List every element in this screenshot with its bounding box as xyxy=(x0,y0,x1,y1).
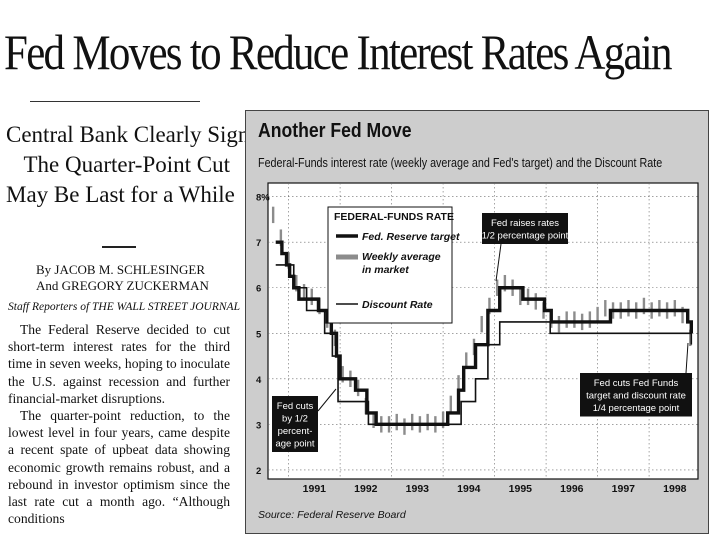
byline-author: And GREGORY ZUCKERMAN xyxy=(36,278,209,293)
article-byline: By JACOB M. SCHLESINGER And GREGORY ZUCK… xyxy=(36,262,236,294)
annotation-leader xyxy=(317,388,337,412)
chart-subtitle: Federal-Funds interest rate (weekly aver… xyxy=(258,156,663,170)
annotation-text: Fed cuts Fed Funds xyxy=(594,378,679,389)
legend-title: FEDERAL-FUNDS RATE xyxy=(334,211,454,223)
article-paragraph: The quarter-point reduction, to the lowe… xyxy=(8,408,230,527)
staff-line: Staff Reporters of THE WALL STREET JOURN… xyxy=(8,301,240,313)
weekly-average-bar xyxy=(441,411,445,428)
weekly-average-bar xyxy=(410,413,414,431)
annotation-text: age point xyxy=(275,439,314,450)
weekly-average-bar xyxy=(403,418,406,435)
weekly-average-bar xyxy=(287,252,290,269)
chart-title: Another Fed Move xyxy=(258,120,412,142)
weekly-average-bar xyxy=(356,379,360,397)
weekly-average-bar xyxy=(271,206,275,224)
annotation-text: target and discount rate xyxy=(586,391,686,402)
annotation-text: percent- xyxy=(278,426,313,437)
y-tick-label: 3 xyxy=(256,420,261,431)
weekly-average-bar xyxy=(503,274,507,292)
subhead-line: Central Bank Clearly Signals xyxy=(6,122,275,147)
byline-author: By JACOB M. SCHLESINGER xyxy=(36,262,206,277)
annotation-leader xyxy=(685,342,689,374)
article-subhead: Central Bank Clearly Signals The Quarter… xyxy=(6,120,275,210)
fed-target-line xyxy=(275,240,694,427)
weekly-average-bar xyxy=(372,411,375,428)
weekly-average-bar xyxy=(295,274,298,292)
subhead-line: May Be Last for a While xyxy=(6,182,235,207)
y-tick-label: 5 xyxy=(256,329,262,340)
x-tick-label: 1994 xyxy=(457,483,481,495)
annotation-text: by 1/2 xyxy=(282,414,308,425)
weekly-average-bar xyxy=(658,300,661,317)
annotation-text: Fed cuts xyxy=(277,401,314,412)
annotation-text: 1/2 percentage point xyxy=(482,231,569,242)
weekly-average-bar xyxy=(689,329,692,347)
y-tick-label: 2 xyxy=(256,466,261,477)
article-body: The Federal Reserve decided to cut short… xyxy=(8,321,230,527)
weekly-average-bar xyxy=(519,288,522,306)
weekly-average-bar xyxy=(604,300,607,317)
y-tick-label: 4 xyxy=(256,375,262,386)
weekly-average-bar xyxy=(310,288,313,306)
weekly-average-bar xyxy=(573,311,576,328)
article-headline: Fed Moves to Reduce Interest Rates Again xyxy=(4,24,673,80)
weekly-average-bar xyxy=(596,306,599,324)
weekly-average-bar xyxy=(526,288,530,306)
weekly-average-bar xyxy=(534,293,537,310)
headline-divider xyxy=(30,101,200,102)
annotation-text: Fed raises rates xyxy=(491,218,559,229)
weekly-average-bar xyxy=(642,297,646,315)
rate-chart: 8% 7 6 5 4 3 2 1991 1992 1993 1994 1995 1996 1997 1998… xyxy=(256,182,699,521)
legend-label: Discount Rate xyxy=(362,299,433,311)
weekly-average-bar xyxy=(673,300,677,317)
weekly-average-bar xyxy=(426,413,429,431)
weekly-average-bar xyxy=(588,311,592,328)
y-tick-label: 7 xyxy=(256,238,261,249)
annotation-box xyxy=(272,396,318,452)
weekly-average-bar xyxy=(302,284,306,301)
weekly-average-bar xyxy=(279,229,283,246)
legend-label: Weekly average xyxy=(362,251,441,263)
x-tick-label: 1996 xyxy=(560,483,584,495)
weekly-average-bar xyxy=(565,311,568,328)
weekly-average-bar xyxy=(488,297,491,315)
weekly-average-bar xyxy=(480,315,483,333)
legend-label: in market xyxy=(362,264,409,276)
weekly-average-bar xyxy=(627,300,630,317)
weekly-average-bar xyxy=(395,413,398,431)
article-paragraph: The Federal Reserve decided to cut short… xyxy=(8,322,230,406)
annotation-text: 1/4 percentage point xyxy=(593,403,680,414)
weekly-average-bar xyxy=(681,306,684,324)
annotation-box xyxy=(580,373,692,417)
x-tick-label: 1992 xyxy=(354,483,378,495)
x-tick-label: 1998 xyxy=(663,483,687,495)
x-tick-label: 1991 xyxy=(303,483,327,495)
legend-label: Fed. Reserve target xyxy=(362,231,460,243)
weekly-average-bar xyxy=(457,375,460,392)
annotation-box xyxy=(482,213,568,244)
weekly-average-bar xyxy=(465,352,468,369)
weekly-average-bar xyxy=(495,279,499,296)
y-tick-label: 6 xyxy=(256,284,261,295)
chart-panel: Another Fed Move Federal-Funds interest … xyxy=(245,110,709,534)
x-tick-label: 1995 xyxy=(509,483,533,495)
subhead-line: The Quarter-Point Cut xyxy=(23,152,231,177)
x-tick-label: 1997 xyxy=(612,483,636,495)
weekly-average-bar xyxy=(341,366,344,383)
weekly-average-bar xyxy=(557,315,561,333)
y-tick-label: 8% xyxy=(256,193,270,204)
annotation-leader xyxy=(495,243,502,282)
chart-source: Source: Federal Reserve Board xyxy=(258,509,407,521)
x-tick-label: 1993 xyxy=(406,483,430,495)
byline-divider xyxy=(102,246,136,248)
weekly-average-bar xyxy=(449,395,453,413)
